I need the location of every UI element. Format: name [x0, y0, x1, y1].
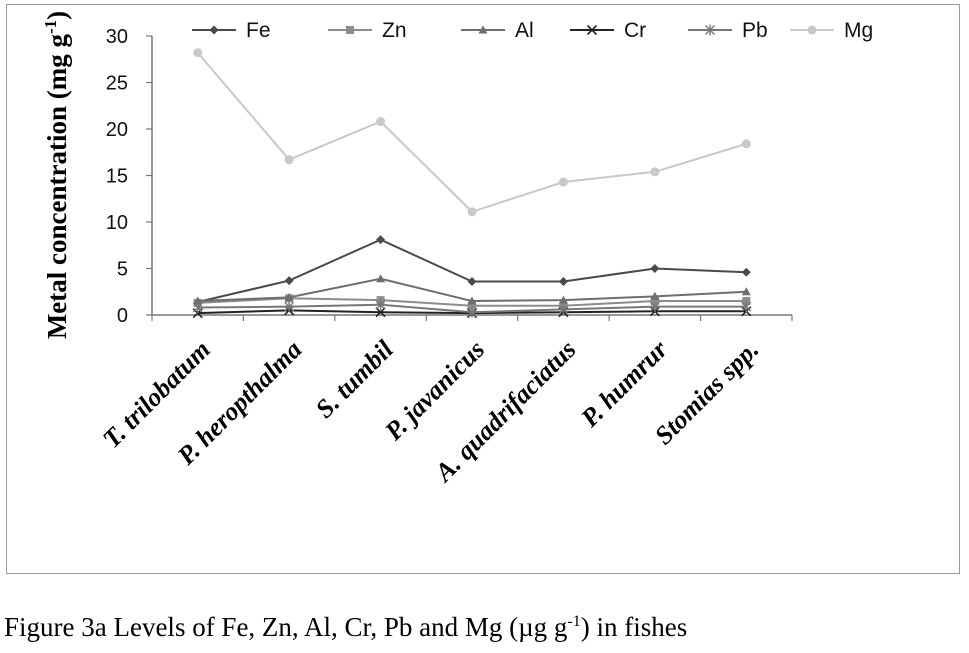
- series-line-fe: [197, 238, 747, 303]
- data-point-al: [741, 287, 751, 296]
- data-point-fe: [376, 235, 386, 245]
- data-point-mg: [284, 155, 294, 165]
- legend-item-cr: Cr: [570, 19, 646, 42]
- legend-marker-zn: [346, 26, 354, 34]
- data-point-mg: [193, 48, 203, 58]
- caption-text-end: ) in fishes: [580, 612, 688, 642]
- legend-label-cr: Cr: [624, 19, 646, 42]
- data-point-pb: [741, 301, 752, 313]
- legend-item-zn: Zn: [328, 19, 407, 42]
- caption-superscript: -1: [567, 613, 581, 630]
- y-axis-label-close: ): [42, 11, 72, 20]
- y-tick-label: 5: [117, 259, 128, 281]
- y-tick-label: 0: [117, 305, 128, 327]
- legend-item-pb: Pb: [688, 19, 768, 42]
- y-tick-label: 30: [106, 26, 128, 48]
- data-point-zn: [468, 301, 476, 310]
- legend-item-fe: Fe: [192, 19, 271, 42]
- figure-caption: Figure 3a Levels of Fe, Zn, Al, Cr, Pb a…: [4, 612, 687, 643]
- data-point-pb: [192, 302, 203, 314]
- data-point-pb: [284, 301, 295, 313]
- data-point-al: [284, 292, 294, 301]
- data-point-pb: [467, 306, 477, 318]
- y-tick-label: 15: [106, 166, 128, 188]
- y-tick-label: 20: [106, 119, 128, 141]
- data-point-cr-stroke: [375, 307, 386, 318]
- y-tick-label: 25: [106, 73, 128, 95]
- legend-marker-al: [478, 25, 488, 34]
- y-tick-label: 10: [106, 212, 128, 234]
- data-point-al: [193, 296, 203, 305]
- data-point-pb: [649, 301, 660, 313]
- data-point-al: [467, 296, 477, 305]
- axes: 0 5 10 15 20 25 30: [106, 26, 793, 327]
- data-point-fe: [741, 267, 751, 277]
- x-category-label: S. tumbil: [310, 334, 400, 424]
- data-point-mg: [741, 139, 751, 149]
- data-point-al: [376, 274, 386, 283]
- data-point-fe: [467, 277, 477, 287]
- data-point-mg: [558, 177, 568, 187]
- legend-label-fe: Fe: [246, 19, 271, 42]
- data-point-al: [558, 295, 568, 304]
- legend-label-al: Al: [515, 19, 534, 42]
- series-al: [193, 274, 751, 305]
- data-point-zn: [650, 297, 659, 306]
- data-point-fe: [558, 277, 568, 287]
- legend-label-zn: Zn: [382, 19, 407, 42]
- series-layer: [192, 48, 752, 319]
- chart-frame: [6, 4, 960, 574]
- legend-marker-cr: [586, 24, 598, 36]
- x-category-label: P. humrur: [575, 334, 674, 433]
- data-point-fe: [650, 264, 660, 273]
- legend-marker-mg: [807, 25, 817, 35]
- legend-label-mg: Mg: [844, 19, 873, 42]
- series-pb: [192, 299, 752, 318]
- data-point-mg: [650, 167, 660, 177]
- y-axis-label-superscript: -1: [41, 20, 60, 34]
- series-line-mg: [196, 52, 747, 213]
- legend-marker-pb: [705, 24, 715, 36]
- legend: Fe Zn Al Cr Pb Mg: [192, 19, 873, 42]
- legend-item-al: Al: [461, 19, 534, 42]
- y-axis-label-text: Metal concentration (mg g: [42, 34, 72, 340]
- data-point-zn: [742, 297, 751, 306]
- data-point-pb: [375, 299, 386, 311]
- data-point-mg: [376, 117, 386, 127]
- legend-label-pb: Pb: [742, 19, 768, 42]
- caption-text: Figure 3a Levels of Fe, Zn, Al, Cr, Pb a…: [4, 612, 568, 642]
- y-axis-label: Metal concentration (mg g-1): [41, 11, 72, 339]
- legend-marker-fe: [209, 25, 219, 35]
- data-point-fe: [284, 276, 294, 286]
- legend-marker-cr-stroke: [586, 24, 598, 36]
- data-point-al: [650, 291, 660, 300]
- data-point-pb: [558, 303, 569, 315]
- legend-item-mg: Mg: [790, 19, 873, 42]
- data-point-cr: [375, 307, 386, 318]
- series-mg: [193, 48, 751, 217]
- data-point-mg: [467, 207, 477, 217]
